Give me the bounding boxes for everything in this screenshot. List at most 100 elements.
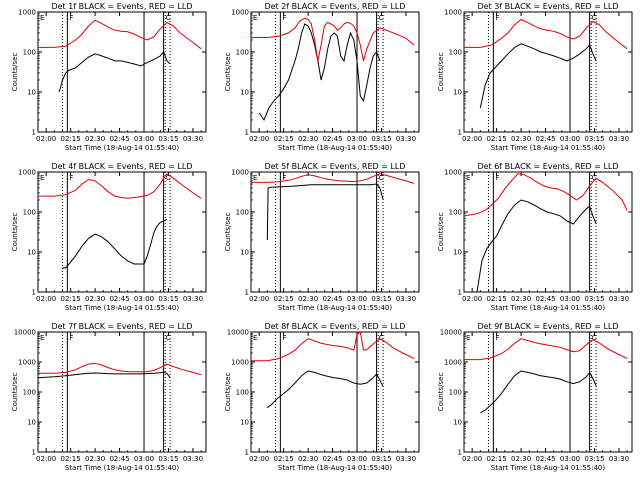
series-line-events <box>58 51 171 93</box>
panel-title: Det 9f BLACK = Events, RED = LLD <box>477 322 618 331</box>
x-tick-label: 02:30 <box>511 455 531 463</box>
x-tick-label: 02:15 <box>61 455 81 463</box>
x-tick-label: 02:30 <box>298 135 318 143</box>
panel-svg: Det 1f BLACK = Events, RED = LLD 02:00 02:… <box>11 2 207 152</box>
y-tick-label: 1000 <box>18 169 36 177</box>
panel-svg: Det 2f BLACK = Events, RED = LLD 02:00 02:… <box>224 2 420 152</box>
y-tick-label: 1000 <box>231 169 249 177</box>
x-tick-label: 02:15 <box>487 135 507 143</box>
series-line-events <box>266 183 384 241</box>
y-tick-label: 10 <box>453 249 462 257</box>
x-tick-label: 02:45 <box>109 295 129 303</box>
marker-label-f: F <box>282 334 286 342</box>
y-tick-label: 1 <box>245 129 249 137</box>
x-axis-label: Start Time (18-Aug-14 01:55:40) <box>278 304 392 312</box>
y-tick-label: 10 <box>453 89 462 97</box>
panel-svg: Det 9f BLACK = Events, RED = LLD 02:00 02:… <box>437 322 633 472</box>
y-tick-label: 10000 <box>227 329 249 337</box>
y-axis-label: Counts/sec <box>437 213 445 252</box>
x-tick-label: 02:00 <box>36 135 56 143</box>
panel-det-3f: Det 3f BLACK = Events, RED = LLD 02:00 02:… <box>426 0 639 160</box>
y-tick-label: 1 <box>245 449 249 457</box>
x-tick-label: 03:15 <box>158 135 178 143</box>
series-line-lld <box>464 18 628 50</box>
x-tick-label: 03:30 <box>183 295 203 303</box>
x-tick-label: 03:30 <box>396 135 416 143</box>
y-tick-label: 1000 <box>444 169 462 177</box>
x-tick-label: 02:15 <box>487 295 507 303</box>
y-tick-label: 100 <box>236 49 249 57</box>
panel-svg: Det 6f BLACK = Events, RED = LLD 02:00 02:… <box>437 162 633 312</box>
marker-label-e: E <box>253 334 257 342</box>
panel-det-1f: Det 1f BLACK = Events, RED = LLD 02:00 02:… <box>0 0 213 160</box>
marker-label-c: C <box>379 174 384 182</box>
marker-label-f: F <box>282 174 286 182</box>
panel-title: Det 2f BLACK = Events, RED = LLD <box>264 2 405 11</box>
x-tick-label: 02:15 <box>61 295 81 303</box>
x-tick-label: 03:00 <box>347 455 367 463</box>
x-tick-label: 03:15 <box>158 455 178 463</box>
x-tick-label: 02:30 <box>511 135 531 143</box>
x-tick-label: 03:00 <box>560 135 580 143</box>
marker-label-c: C <box>166 174 171 182</box>
panel-title: Det 7f BLACK = Events, RED = LLD <box>51 322 192 331</box>
series-line-events <box>62 219 168 269</box>
x-tick-label: 03:00 <box>347 295 367 303</box>
x-tick-label: 03:15 <box>158 295 178 303</box>
x-tick-label: 02:15 <box>274 295 294 303</box>
panel-title: Det 3f BLACK = Events, RED = LLD <box>477 2 618 11</box>
marker-label-c: C <box>592 14 597 22</box>
y-tick-label: 10 <box>240 249 249 257</box>
x-tick-label: 02:00 <box>462 455 482 463</box>
x-tick-label: 03:30 <box>609 135 629 143</box>
plot-frame <box>37 331 207 453</box>
series-line-events <box>476 199 597 293</box>
y-tick-label: 1 <box>458 289 462 297</box>
x-tick-label: 02:00 <box>249 295 269 303</box>
series-line-lld <box>38 19 202 50</box>
x-axis-label: Start Time (18-Aug-14 01:55:40) <box>65 304 179 312</box>
marker-label-c: C <box>592 334 597 342</box>
panel-title: Det 5f BLACK = Events, RED = LLD <box>264 162 405 171</box>
x-tick-label: 02:00 <box>462 295 482 303</box>
y-tick-label: 100 <box>449 209 462 217</box>
series-line-lld <box>38 362 202 376</box>
y-tick-label: 1 <box>32 129 36 137</box>
x-tick-label: 02:30 <box>298 455 318 463</box>
marker-label-f: F <box>495 334 499 342</box>
panel-det-4f: Det 4f BLACK = Events, RED = LLD 02:00 02:… <box>0 160 213 320</box>
x-tick-label: 02:15 <box>274 455 294 463</box>
x-tick-label: 03:30 <box>396 295 416 303</box>
x-tick-label: 03:00 <box>347 135 367 143</box>
series-line-lld <box>251 331 415 362</box>
y-tick-label: 100 <box>23 389 36 397</box>
y-tick-label: 1000 <box>18 359 36 367</box>
x-tick-label: 02:00 <box>462 135 482 143</box>
x-tick-label: 02:00 <box>249 135 269 143</box>
marker-label-e: E <box>253 14 257 22</box>
panel-title: Det 4f BLACK = Events, RED = LLD <box>51 162 192 171</box>
x-tick-label: 02:45 <box>535 135 555 143</box>
marker-label-c: C <box>379 334 384 342</box>
x-axis-label: Start Time (18-Aug-14 01:55:40) <box>491 304 605 312</box>
panel-det-2f: Det 2f BLACK = Events, RED = LLD 02:00 02:… <box>213 0 426 160</box>
y-tick-label: 1000 <box>444 9 462 17</box>
x-tick-label: 03:00 <box>560 295 580 303</box>
series-line-events <box>266 370 384 409</box>
series-line-lld <box>251 173 415 184</box>
y-axis-label: Counts/sec <box>224 53 232 92</box>
panel-svg: Det 8f BLACK = Events, RED = LLD 02:00 02:… <box>224 322 420 472</box>
y-tick-label: 10 <box>27 419 36 427</box>
x-tick-label: 02:00 <box>36 455 56 463</box>
x-tick-label: 02:00 <box>249 455 269 463</box>
y-tick-label: 1000 <box>231 359 249 367</box>
x-axis-label: Start Time (18-Aug-14 01:55:40) <box>65 144 179 152</box>
series-line-lld <box>251 17 415 62</box>
x-tick-label: 02:45 <box>322 295 342 303</box>
y-tick-label: 10 <box>27 249 36 257</box>
x-tick-label: 03:00 <box>134 295 154 303</box>
x-tick-label: 02:15 <box>487 455 507 463</box>
y-tick-label: 1 <box>458 449 462 457</box>
x-axis-label: Start Time (18-Aug-14 01:55:40) <box>65 464 179 472</box>
y-tick-label: 10000 <box>440 329 462 337</box>
